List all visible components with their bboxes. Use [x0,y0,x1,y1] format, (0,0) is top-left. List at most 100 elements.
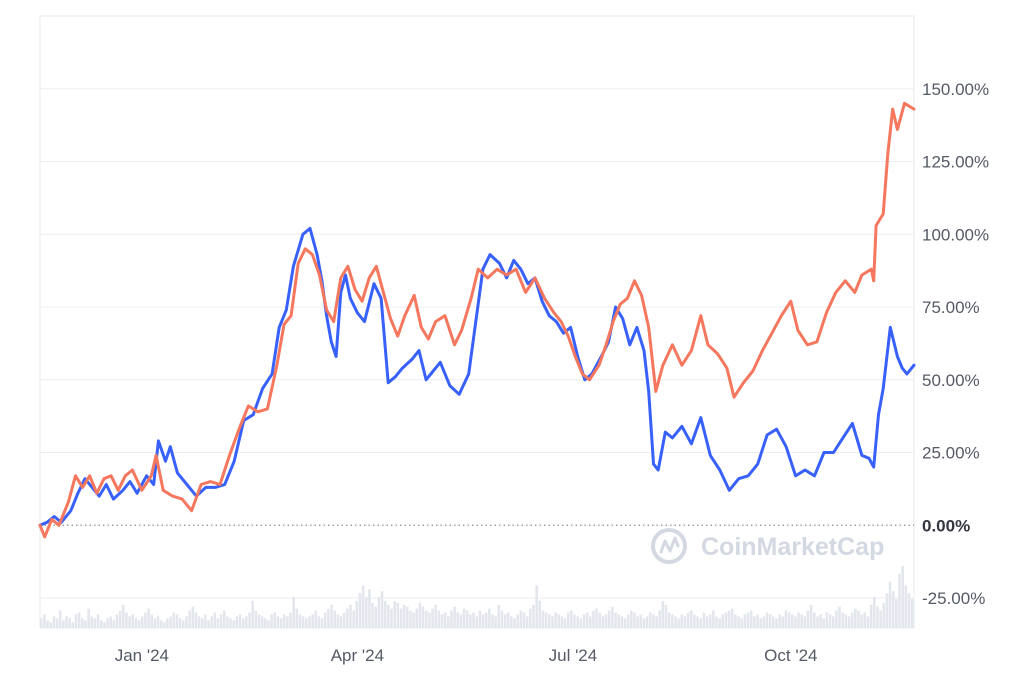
volume-bar [40,618,43,628]
volume-bar [279,618,283,628]
volume-bar [229,618,232,628]
volume-bar [809,604,813,628]
volume-bar [781,616,785,628]
volume-bar [822,618,826,628]
volume-bar [65,616,68,628]
volume-bar [172,612,176,628]
volume-bar [74,614,78,628]
volume-bar [898,573,901,628]
volume-bar [693,614,696,628]
volume-bar [219,614,223,628]
volume-bar [794,616,797,628]
volume-bar [251,600,254,628]
volume-bar [648,612,652,628]
volume-bar [200,618,204,628]
volume-bar [415,608,419,628]
volume-bar [589,616,592,628]
volume-bar [406,606,409,628]
volume-bar [241,618,245,628]
volume-bar [267,620,270,628]
volume-bar [68,618,71,628]
volume-bar [295,608,299,628]
volume-bar [674,616,677,628]
volume-bar [289,612,292,628]
volume-bar [137,620,141,628]
volume-bar [664,604,668,628]
volume-bar [737,616,740,628]
volume-bar [475,616,478,628]
volume-bar [522,612,526,628]
volume-bar [671,614,674,628]
volume-bar [238,614,242,628]
volume-bar [478,610,482,628]
volume-bar [772,616,775,628]
volume-bar [680,614,684,628]
volume-bar [128,616,131,628]
x-tick-label: Apr '24 [331,646,384,665]
volume-bar [390,608,393,628]
volume-bar [450,610,453,628]
volume-bar [557,614,561,628]
volume-bar [87,608,90,628]
volume-bar [323,612,327,628]
volume-bar [96,614,100,628]
volume-bar [756,614,759,628]
volume-bar [216,618,220,628]
volume-bar [835,610,838,628]
volume-bar [166,618,169,628]
volume-bar [361,585,365,628]
volume-bar [330,604,333,628]
volume-bar [847,616,851,628]
volume-bar [71,622,75,628]
volume-bar [424,610,428,628]
volume-bar [636,616,639,628]
y-tick-label: 125.00% [922,153,989,172]
volume-bar [447,616,450,628]
volume-bar [652,614,655,628]
volume-bar [626,614,630,628]
volume-bar [510,616,513,628]
volume-bar [838,606,841,628]
volume-bar [907,593,911,628]
series-line-blue [38,226,916,527]
volume-bar [718,618,721,628]
volume-bar [876,606,879,628]
volume-bar [81,618,84,628]
coinmarketcap-watermark: CoinMarketCap [651,528,884,564]
volume-bar [683,616,687,628]
volume-bar [746,612,750,628]
volume-bar [607,610,611,628]
volume-bar [320,618,324,628]
volume-bar [891,591,895,628]
volume-bar [298,614,302,628]
volume-bar [869,604,873,628]
volume-bar [860,614,863,628]
volume-bar [775,618,778,628]
volume-bar [232,620,236,628]
volume-bar [500,610,504,628]
volume-bar [412,612,415,628]
volume-bar [639,614,643,628]
volume-bar [90,616,94,628]
volume-bar [863,612,867,628]
volume-bar [538,600,542,628]
volume-bar [708,614,712,628]
volume-bar [352,610,355,628]
volume-bar [156,616,160,628]
volume-bar [525,616,529,628]
volume-bar [131,614,135,628]
volume-bar [371,602,374,628]
volume-bar [721,614,725,628]
volume-bar [175,614,179,628]
volume-bar [235,616,239,628]
volume-bar [885,593,889,628]
volume-bar [854,608,857,628]
volume-bar [633,612,636,628]
volume-bar [349,604,352,628]
volume-bar [484,612,488,628]
volume-bar [393,600,396,628]
volume-bar [844,614,848,628]
volume-bar [532,604,535,628]
volume-bar [516,614,519,628]
volume-bar [544,612,548,628]
